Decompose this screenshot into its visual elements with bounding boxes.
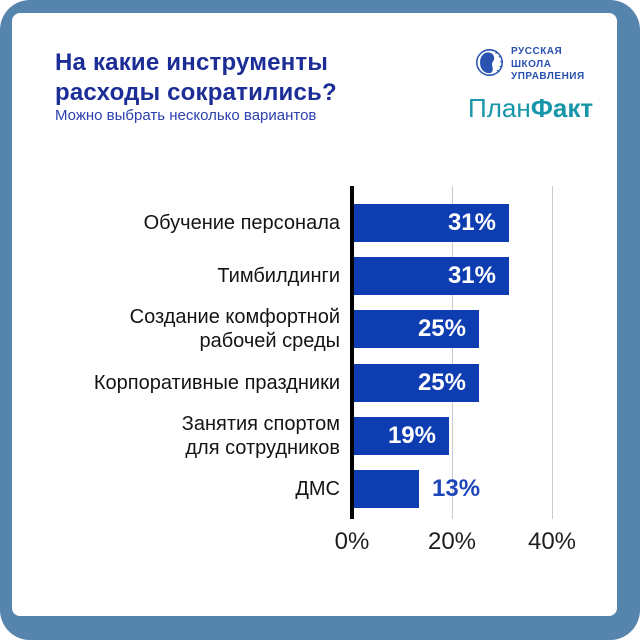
- rsu-text-line2: ШКОЛА: [511, 58, 552, 70]
- content-card: [12, 13, 617, 616]
- chart-gridline: [552, 186, 553, 519]
- category-label: ДМС: [295, 478, 340, 500]
- planfact-logo-regular: План: [468, 93, 531, 123]
- bar-value-label: 19%: [387, 422, 436, 449]
- rsu-text-line1: РУССКАЯ: [511, 46, 563, 57]
- bar-value-label: 31%: [447, 262, 496, 289]
- bar-value-label: 31%: [447, 209, 496, 236]
- bar: 19%: [354, 417, 449, 455]
- title-line-1: На какие инструменты: [55, 49, 329, 76]
- bar: 25%: [354, 364, 479, 402]
- page-title: На какие инструменты расходы сократились…: [55, 48, 337, 108]
- rsu-logo-text: РУССКАЯ ШКОЛА УПРАВЛЕНИЯ: [511, 46, 585, 84]
- rsu-face-icon: [474, 47, 505, 83]
- rsu-logo: РУССКАЯ ШКОЛА УПРАВЛЕНИЯ: [474, 46, 585, 84]
- chart-gridline: [452, 186, 453, 519]
- bar-value-label: 25%: [417, 315, 466, 342]
- category-label: Создание комфортной рабочей среды: [129, 306, 340, 352]
- x-axis-tick-label: 0%: [334, 528, 370, 555]
- planfact-logo: ПланФакт: [468, 93, 593, 124]
- category-label: Занятия спортом для сотрудников: [181, 413, 340, 459]
- y-axis-line: [350, 186, 354, 519]
- bar: 25%: [354, 310, 479, 348]
- category-label: Тимбилдинги: [217, 265, 340, 287]
- bar-value-label: 13%: [432, 475, 481, 502]
- x-axis-tick-label: 40%: [527, 528, 577, 555]
- category-label: Обучение персонала: [143, 212, 340, 234]
- bar: 31%: [354, 204, 509, 242]
- title-line-2: расходы сократились?: [55, 79, 337, 106]
- bar-value-label: 25%: [417, 369, 466, 396]
- rsu-text-line3: УПРАВЛЕНИЯ: [511, 71, 585, 82]
- planfact-logo-bold: Факт: [530, 93, 594, 123]
- page-subtitle: Можно выбрать несколько вариантов: [55, 107, 317, 124]
- bar: 31%: [354, 257, 509, 295]
- x-axis-tick-label: 20%: [427, 528, 477, 555]
- bar: [354, 470, 419, 508]
- category-label: Корпоративные праздники: [93, 372, 340, 394]
